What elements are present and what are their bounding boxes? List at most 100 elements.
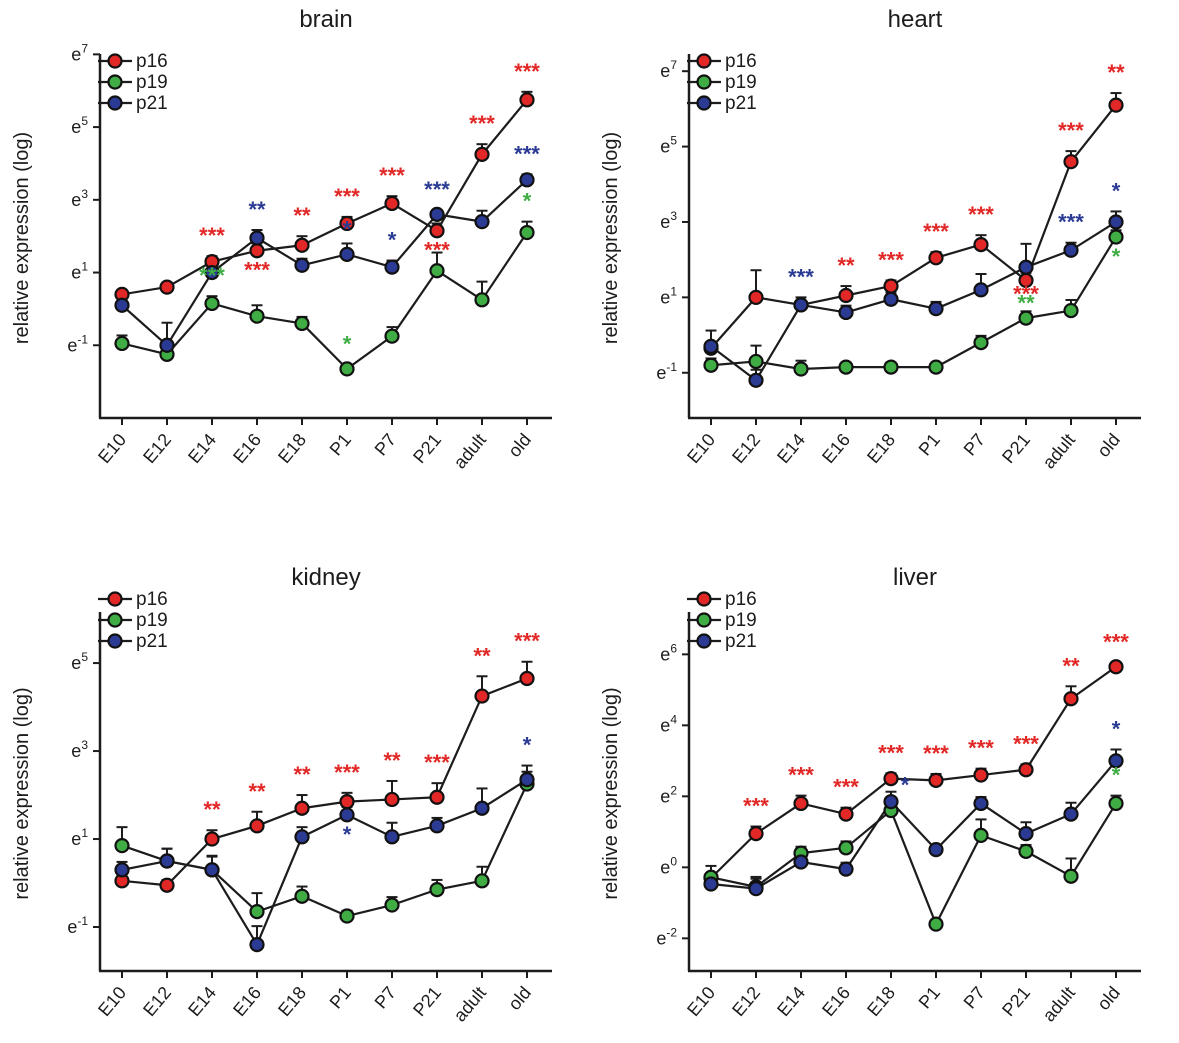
marker-p21-E18 [294,257,310,273]
y-tick-label: e5 [71,650,88,673]
legend-item-p21: p21 [687,631,757,652]
marker-p21-P1 [928,841,944,858]
x-tick-label: P7 [960,983,989,1013]
y-tick-label: e4 [660,712,677,735]
marker-p19-E14 [204,295,220,312]
legend-marker-p19 [696,612,712,628]
panel-title: heart [888,6,943,33]
y-tick-label: e1 [71,826,88,849]
marker-p16-P21 [429,223,445,239]
x-tick-label: old [504,983,535,1014]
legend-marker-p21 [696,633,712,649]
marker-p21-old [1108,214,1124,230]
sig-p16-E16: *** [833,775,859,800]
marker-p16-E16 [838,806,854,822]
series-markers-p16 [703,659,1124,886]
y-tick-label: e5 [660,134,677,157]
sig-p16-E14: *** [788,763,814,788]
y-tick-label: e-1 [656,360,677,383]
y-tick-label: e-2 [656,925,677,948]
sig-p16-E16: ** [837,253,855,278]
sig-p16-P7: *** [968,736,994,761]
marker-p16-E18 [883,770,899,787]
legend-marker-p19 [107,74,123,90]
x-tick-label: E16 [818,430,854,467]
x-tick-label: E10 [94,983,130,1020]
sig-p16-E16: ** [248,779,266,804]
sig-p19-E14: *** [199,263,225,288]
sig-p19-old: * [523,189,532,214]
marker-p19-P21 [1018,843,1034,859]
marker-p21-E12 [748,372,764,388]
x-tick-label: E18 [274,430,310,467]
sig-p16-P1: *** [334,184,360,209]
y-tick-label: e-1 [67,914,88,937]
y-tick-label: e3 [660,209,677,232]
x-tick-label: E14 [184,430,220,467]
marker-p21-adult [1063,806,1079,822]
marker-p21-E18 [883,794,899,810]
legend-item-p19: p19 [687,72,757,93]
marker-p19-adult [474,873,490,889]
sig-p21-adult: *** [1058,210,1084,235]
series-markers-p21 [114,772,535,953]
marker-p16-old [519,92,535,108]
legend-label-p21: p21 [725,631,757,652]
sig-p16-adult: *** [469,111,495,136]
marker-p21-adult [474,800,490,816]
marker-p21-old [1108,753,1124,769]
sig-p21-P21: *** [424,177,450,202]
marker-p21-E12 [159,337,175,353]
marker-p19-E18 [883,359,899,375]
series-markers-p21 [703,214,1124,388]
marker-p21-P1 [928,301,944,317]
series-line-p16 [710,104,1117,349]
marker-p16-P7 [384,791,400,808]
x-tick-label: E18 [274,983,310,1020]
y-tick-label: e1 [71,260,88,283]
marker-p19-P21 [429,882,445,898]
marker-p21-E12 [748,881,764,897]
legend-label-p16: p16 [136,589,168,610]
marker-p19-P21 [1018,310,1034,326]
x-tick-label: E12 [728,983,764,1020]
x-tick-label: P7 [960,430,989,460]
x-tick-label: E14 [773,983,809,1020]
x-tick-label: adult [450,430,490,473]
sig-p21-E14: *** [788,264,814,289]
series-line-p19 [710,802,1117,926]
sig-p21-P1: * [343,822,352,847]
legend-item-p16: p16 [98,51,168,72]
series-markers-p21 [703,753,1124,897]
y-tick-label: e6 [660,641,677,664]
marker-p19-E16 [249,308,265,324]
x-tick-label: P1 [915,430,944,460]
marker-p21-E14 [793,297,809,313]
series-line-p19 [121,231,528,371]
marker-p21-P1 [339,246,355,262]
x-tick-label: P21 [409,983,445,1020]
y-tick-label: e0 [660,854,677,877]
marker-p16-adult [474,146,490,162]
sig-p16-P21: *** [1013,731,1039,756]
marker-p21-P1 [339,807,355,823]
marker-p21-P21 [1018,826,1034,842]
x-tick-label: E18 [863,430,899,467]
sig-p21-E16: ** [248,197,266,222]
x-tick-label: E10 [683,430,719,467]
panel-title: kidney [291,564,360,591]
legend-item-p16: p16 [687,589,757,610]
sig-p16-P7: *** [379,163,405,188]
x-tick-label: P7 [371,983,400,1013]
legend-label-p16: p16 [725,51,757,72]
marker-p16-P21 [429,789,445,805]
x-tick-label: E10 [94,430,130,467]
marker-p21-E16 [838,861,854,877]
x-tick-label: old [1093,983,1124,1014]
marker-p16-E12 [748,289,764,305]
marker-p21-P21 [429,818,445,834]
marker-p21-E10 [703,338,719,354]
